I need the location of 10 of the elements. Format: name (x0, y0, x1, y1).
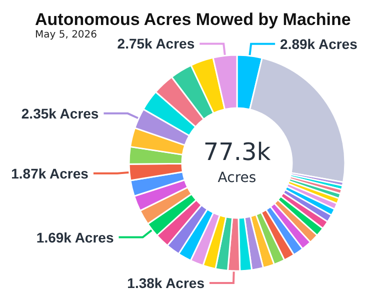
text: Acres (218, 170, 256, 186)
chart-title: Autonomous Acres Mowed by Machine (35, 10, 351, 29)
data-label: 2.35k Acres (21, 105, 99, 122)
data-label: 1.87k Acres (11, 165, 89, 182)
data-label: 1.69k Acres (36, 229, 114, 246)
data-label: 1.38k Acres (127, 274, 205, 291)
chart-subtitle: May 5, 2026 (35, 30, 98, 40)
data-label: 2.89k Acres (280, 36, 358, 52)
data-label: 2.75k Acres (117, 36, 195, 52)
text: 77.3k (203, 138, 271, 166)
